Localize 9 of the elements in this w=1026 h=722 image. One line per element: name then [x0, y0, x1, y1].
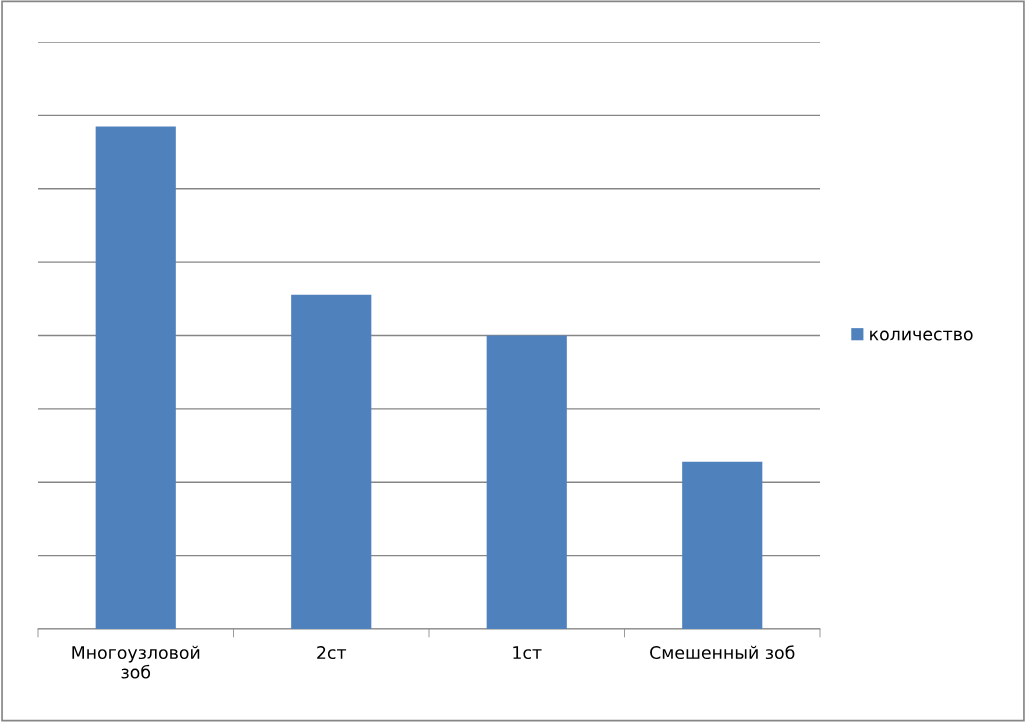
x-tick-label: Смешенный зоб — [650, 645, 795, 660]
bar — [291, 294, 372, 629]
bar — [486, 335, 567, 629]
bar — [95, 126, 176, 629]
x-tick-label: 2ст — [317, 645, 347, 660]
x-tick-label: Многоузловой зоб — [72, 645, 200, 679]
legend-label: количество — [870, 330, 973, 341]
x-tick-label: 1ст — [513, 646, 542, 660]
bar — [682, 461, 763, 629]
